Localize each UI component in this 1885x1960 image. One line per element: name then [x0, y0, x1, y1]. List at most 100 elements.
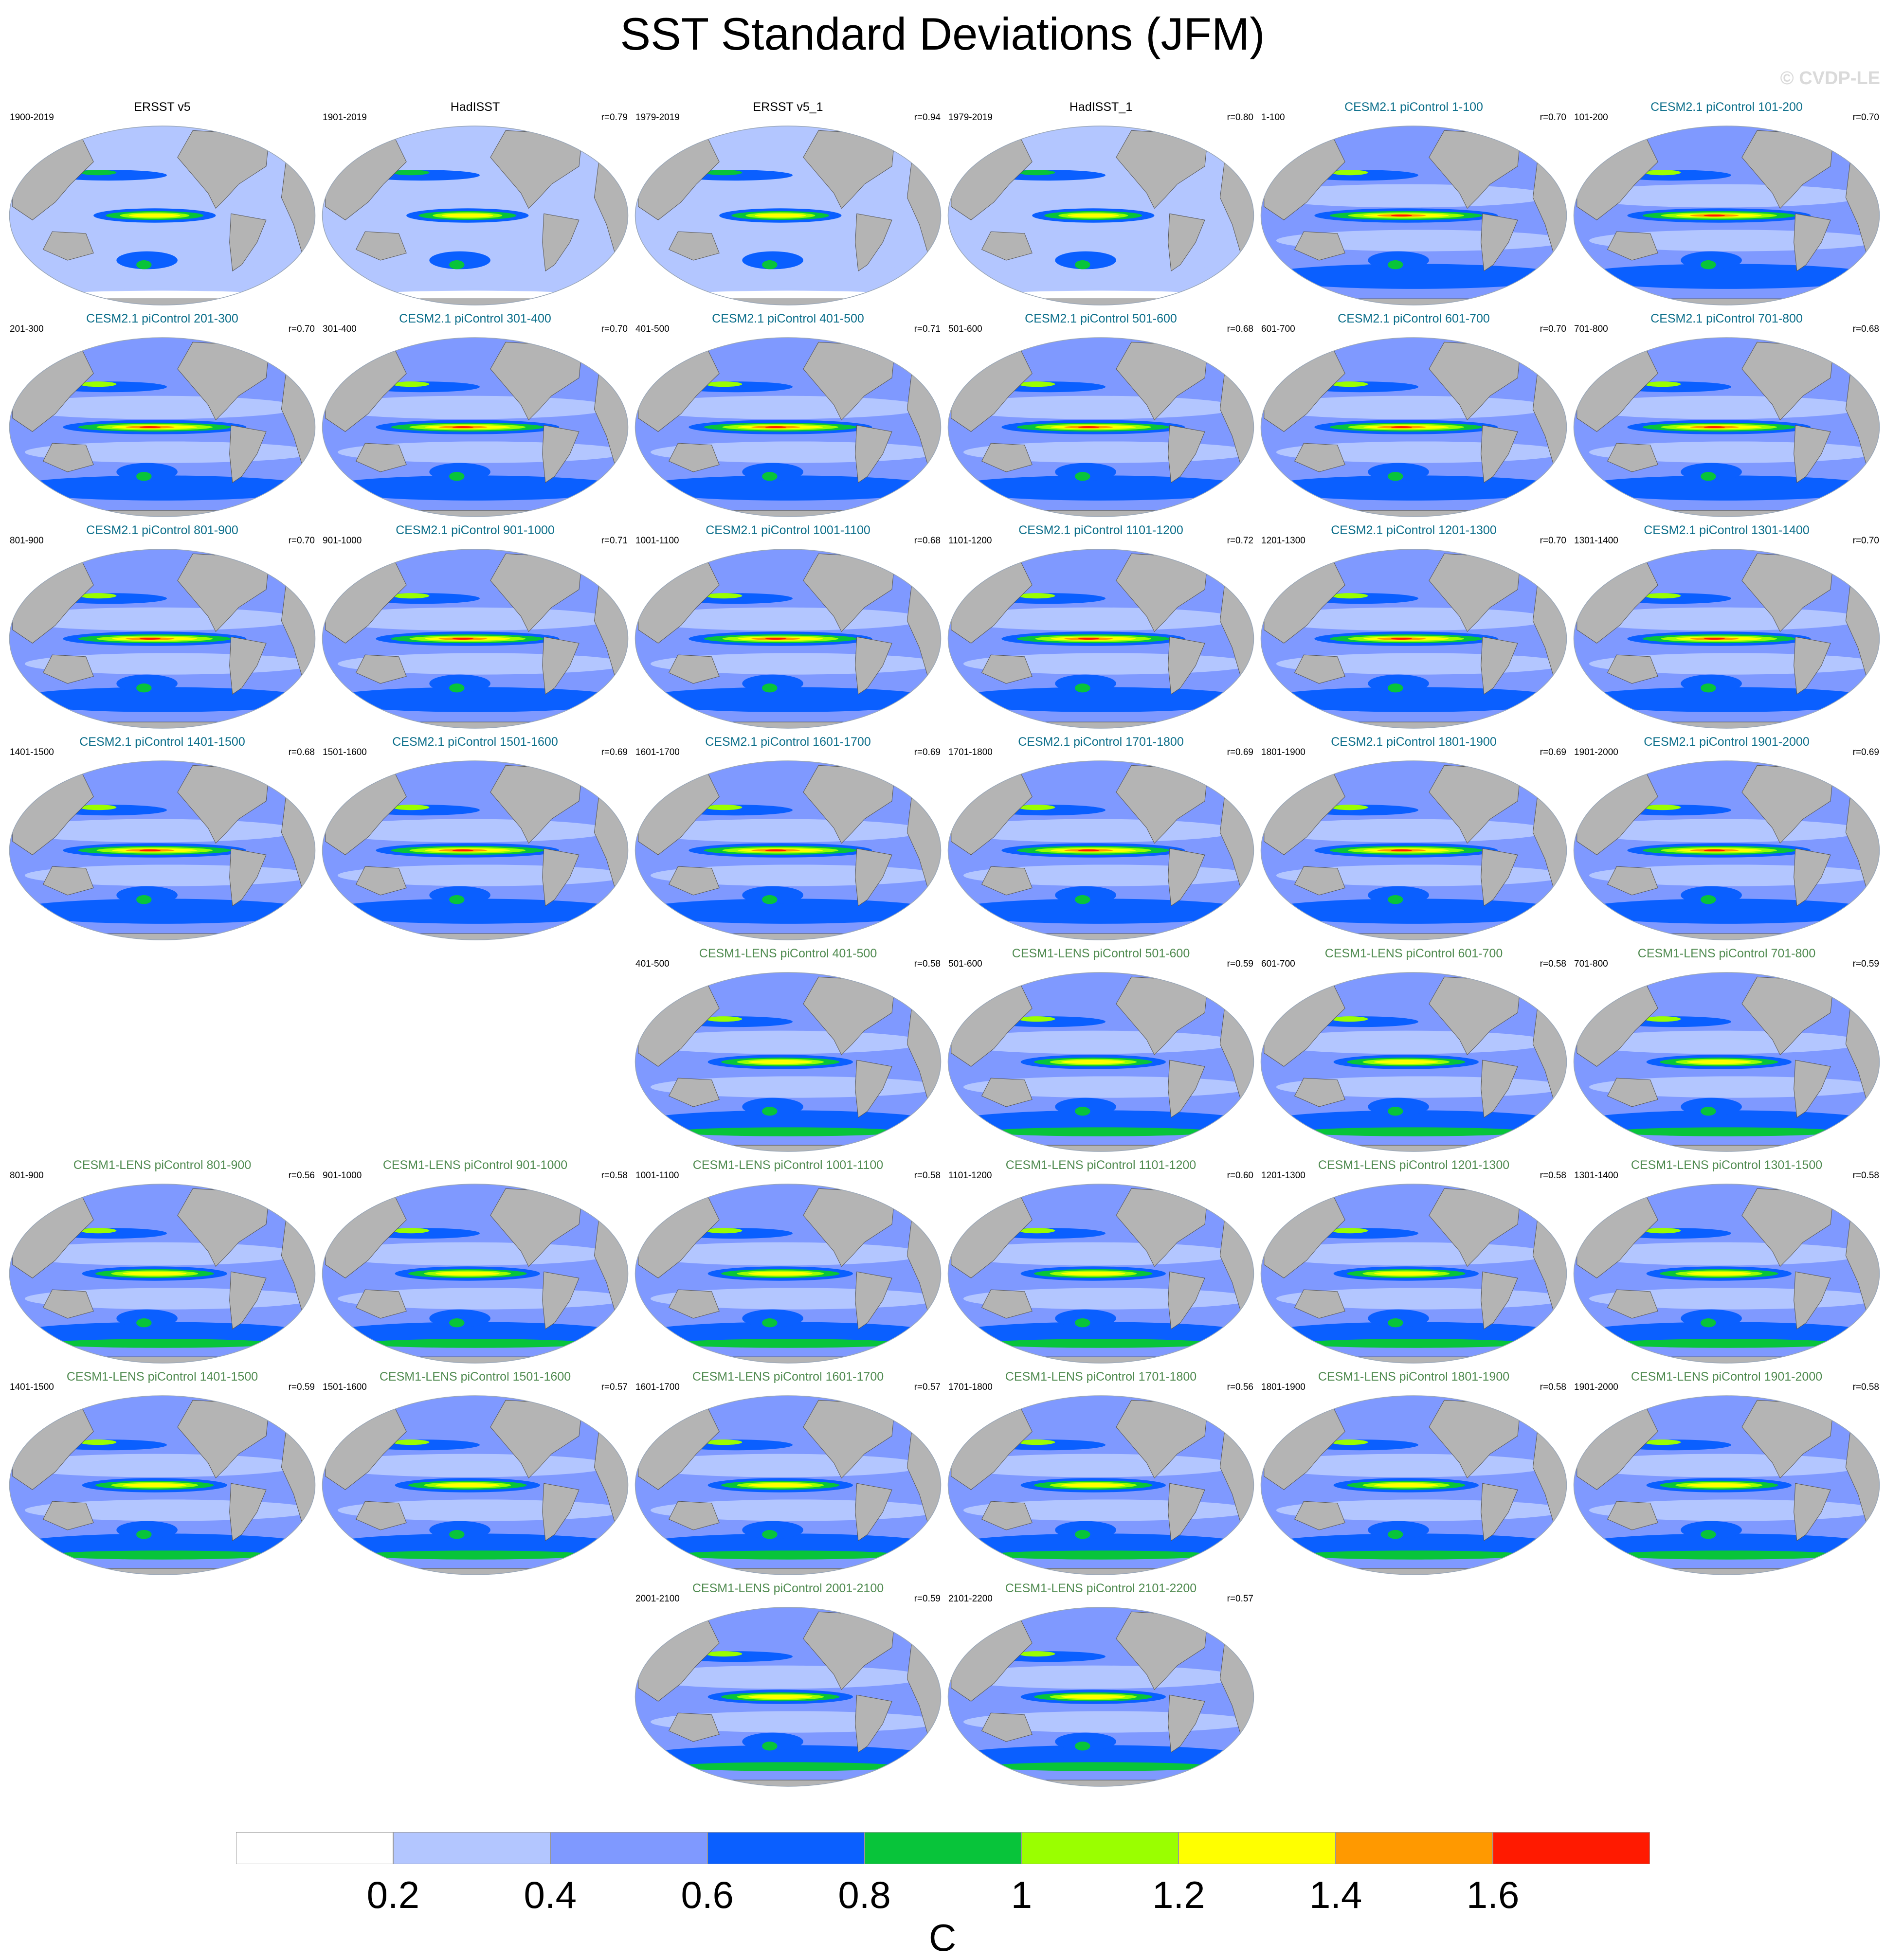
- map-panel: CESM2.1 piControl 1801-1900 1801-1900 r=0.…: [1257, 735, 1570, 946]
- map-panel: CESM2.1 piControl 601-700 601-700 r=0.70: [1257, 311, 1570, 522]
- panel-title: CESM2.1 piControl 1801-1900: [1331, 735, 1497, 749]
- land-south-america: [1794, 1271, 1831, 1330]
- world-map: [1260, 337, 1567, 517]
- south-pacific-patch: [1681, 251, 1742, 270]
- south-pacific-patch: [1681, 1309, 1742, 1328]
- panel-pattern-correlation: r=0.68: [288, 747, 315, 757]
- southern-ocean-band: [322, 475, 628, 501]
- figure-title: SST Standard Deviations (JFM): [620, 8, 1265, 59]
- colorbar-swatch: [864, 1832, 1022, 1864]
- south-pacific-patch: [742, 251, 803, 270]
- land-south-america: [229, 213, 267, 271]
- south-pacific-patch: [742, 1309, 803, 1328]
- southern-ocean-band-strong: [986, 1127, 1215, 1136]
- land-greenland: [266, 1186, 288, 1201]
- land-antarctica: [948, 1780, 1254, 1786]
- southern-ocean-band-strong: [673, 1762, 903, 1771]
- kuroshio-core: [392, 170, 430, 176]
- land-antarctica: [948, 1356, 1254, 1363]
- equatorial-band-red: [452, 638, 474, 640]
- land-greenland: [1830, 1186, 1852, 1201]
- south-pacific-patch-core: [449, 260, 465, 270]
- kuroshio-core: [79, 381, 117, 387]
- kuroshio-core: [1018, 170, 1055, 176]
- equatorial-band-red: [765, 849, 787, 851]
- land-antarctica: [1261, 721, 1567, 728]
- world-map: [947, 126, 1254, 306]
- map-outline: [947, 1607, 1254, 1787]
- map-outline: [1573, 549, 1880, 729]
- map-panel: CESM1-LENS piControl 1401-1500 1401-1500 r…: [6, 1369, 319, 1581]
- southern-ocean-band-strong: [673, 1550, 903, 1560]
- land-antarctica: [1574, 298, 1880, 305]
- map-outline: [9, 1395, 316, 1575]
- map-panel: CESM2.1 piControl 1101-1200 1101-1200 r=0.…: [944, 523, 1257, 734]
- panel-pattern-correlation: r=0.70: [288, 536, 315, 546]
- land-antarctica: [635, 1356, 941, 1363]
- south-pacific-patch: [1681, 463, 1742, 481]
- land-greenland: [266, 551, 288, 566]
- south-pacific-patch-core: [1388, 895, 1403, 904]
- land-south-america: [855, 636, 892, 695]
- map-outline: [947, 126, 1254, 306]
- land-australia: [355, 231, 407, 261]
- land-antarctica: [948, 721, 1254, 728]
- kuroshio-core: [1644, 1016, 1681, 1022]
- world-map: [947, 1184, 1254, 1364]
- world-map: [1573, 549, 1880, 729]
- panel-pattern-correlation: r=0.70: [1540, 112, 1566, 123]
- land-australia: [1607, 1289, 1658, 1319]
- map-panel: CESM2.1 piControl 701-800 701-800 r=0.68: [1570, 311, 1883, 522]
- land-antarctica: [1574, 510, 1880, 517]
- south-pacific-patch-core: [762, 1107, 778, 1116]
- world-map: [634, 760, 942, 940]
- world-map: [1260, 126, 1567, 306]
- panel-pattern-correlation: r=0.58: [1852, 1382, 1879, 1392]
- southern-ocean-band: [322, 264, 628, 289]
- south-pacific-patch-core: [1701, 683, 1716, 693]
- colorbar-tick-label: 1.4: [1309, 1873, 1362, 1916]
- kuroshio-core: [705, 1016, 743, 1022]
- south-pacific-patch: [1368, 1097, 1429, 1116]
- world-map: [322, 760, 629, 940]
- kuroshio-core: [1331, 1439, 1368, 1445]
- kuroshio-core: [705, 381, 743, 387]
- panel-pattern-correlation: r=0.70: [1852, 112, 1879, 123]
- southern-ocean-band: [948, 475, 1254, 501]
- map-panel: HadISST_1 1979-2019 r=0.80: [944, 100, 1257, 311]
- kuroshio-core: [1644, 1228, 1681, 1234]
- south-pacific-patch: [429, 251, 490, 270]
- equatorial-band-red: [1391, 638, 1413, 640]
- south-pacific-patch: [1681, 674, 1742, 693]
- world-map: [1260, 1395, 1567, 1575]
- world-map: [634, 337, 942, 517]
- sst-field: [322, 126, 628, 305]
- sst-field: [948, 126, 1254, 305]
- south-pacific-patch-core: [762, 472, 778, 481]
- equatorial-band-red: [452, 426, 474, 428]
- sst-field: [1574, 972, 1880, 1151]
- panel-title: CESM1-LENS piControl 1601-1700: [692, 1370, 884, 1384]
- panel-title: CESM1-LENS piControl 801-900: [73, 1158, 252, 1172]
- panel-title: CESM2.1 piControl 901-1000: [396, 523, 555, 537]
- land-south-america: [855, 425, 892, 483]
- map-outline: [1573, 337, 1880, 517]
- south-pacific-patch-core: [1388, 1530, 1403, 1539]
- land-australia: [668, 1078, 720, 1107]
- sst-field: [9, 1396, 315, 1575]
- equatorial-band-yellow: [1374, 1483, 1438, 1488]
- panel-title: CESM2.1 piControl 601-700: [1338, 312, 1490, 325]
- world-map: [9, 337, 316, 517]
- map-outline: [9, 337, 316, 517]
- sst-field: [635, 126, 941, 305]
- sst-field: [1574, 549, 1880, 728]
- panel-title: CESM1-LENS piControl 401-500: [699, 947, 877, 960]
- south-pacific-patch: [429, 1521, 490, 1539]
- world-map: [322, 549, 629, 729]
- kuroshio-core: [392, 1228, 430, 1234]
- equatorial-band-yellow: [122, 1483, 187, 1488]
- south-pacific-patch: [116, 463, 178, 481]
- land-australia: [981, 1289, 1033, 1319]
- world-map: [1573, 126, 1880, 306]
- land-australia: [668, 654, 720, 684]
